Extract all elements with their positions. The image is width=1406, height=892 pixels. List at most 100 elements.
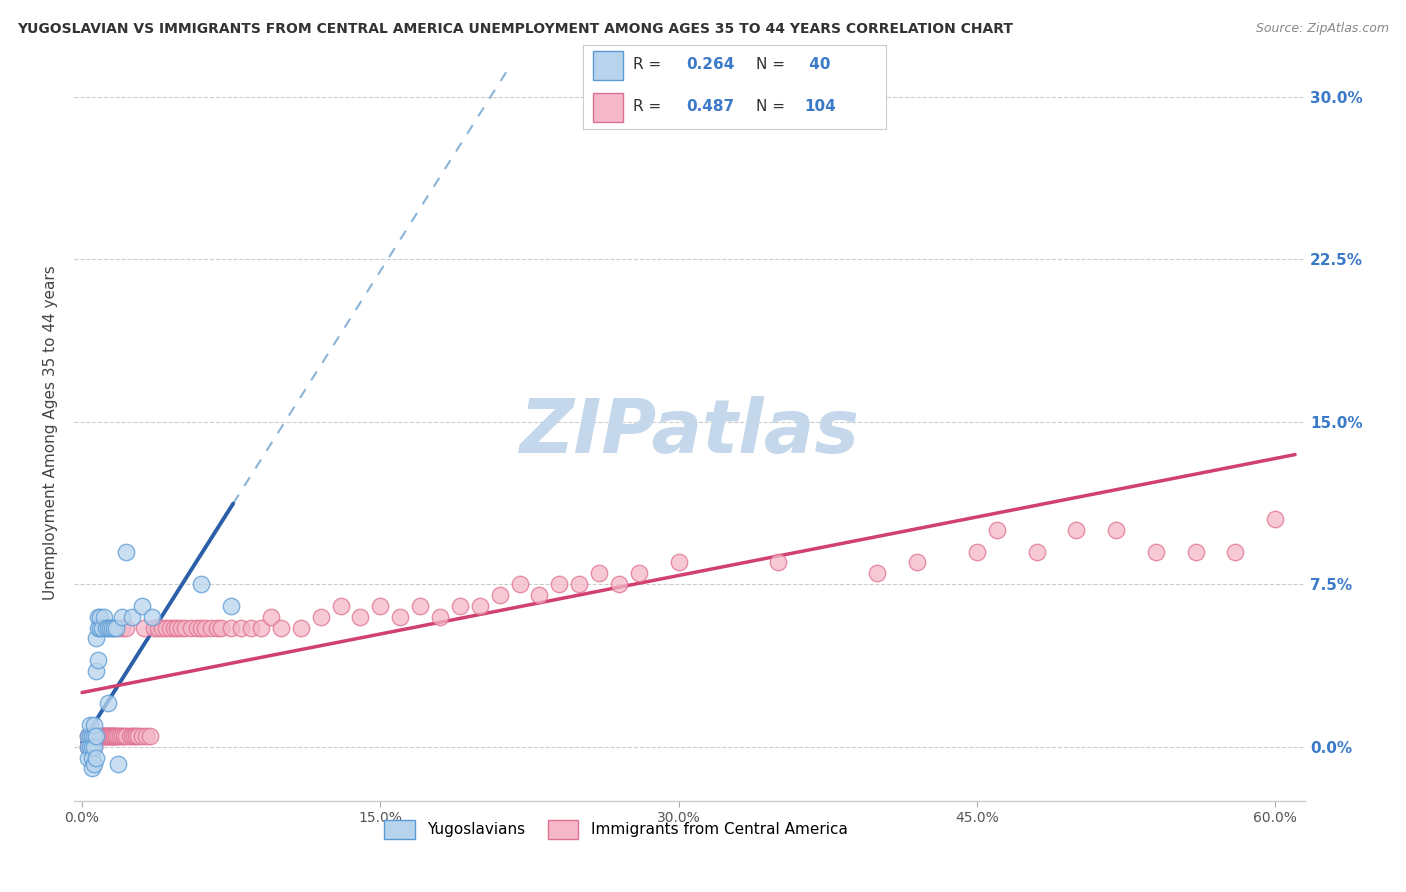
Point bbox=[200, 620, 222, 634]
Point bbox=[114, 544, 136, 558]
Text: 40: 40 bbox=[804, 57, 831, 72]
Point bbox=[125, 729, 148, 743]
Point bbox=[79, 729, 101, 743]
Text: R =: R = bbox=[633, 99, 666, 114]
Point bbox=[190, 620, 212, 634]
Point bbox=[329, 599, 352, 613]
Point bbox=[77, 739, 100, 754]
Point bbox=[207, 620, 229, 634]
Point bbox=[80, 750, 103, 764]
Point bbox=[389, 609, 412, 624]
Point bbox=[111, 609, 134, 624]
Point bbox=[89, 729, 111, 743]
Point bbox=[209, 620, 232, 634]
Point bbox=[101, 729, 124, 743]
Point bbox=[627, 566, 650, 581]
Point bbox=[370, 599, 392, 613]
Point bbox=[79, 729, 101, 743]
Text: 0.487: 0.487 bbox=[686, 99, 734, 114]
Point bbox=[190, 577, 212, 591]
Point bbox=[83, 729, 105, 743]
Text: 104: 104 bbox=[804, 99, 837, 114]
Point bbox=[90, 620, 112, 634]
Point bbox=[529, 588, 551, 602]
Point bbox=[97, 620, 120, 634]
Point bbox=[548, 577, 571, 591]
Point bbox=[83, 729, 105, 743]
Point bbox=[97, 697, 120, 711]
Point bbox=[155, 620, 177, 634]
Point bbox=[111, 620, 134, 634]
Point bbox=[607, 577, 630, 591]
Point bbox=[90, 729, 112, 743]
Point bbox=[166, 620, 188, 634]
Text: YUGOSLAVIAN VS IMMIGRANTS FROM CENTRAL AMERICA UNEMPLOYMENT AMONG AGES 35 TO 44 : YUGOSLAVIAN VS IMMIGRANTS FROM CENTRAL A… bbox=[17, 22, 1012, 37]
Point bbox=[488, 588, 510, 602]
Point bbox=[170, 620, 193, 634]
Point bbox=[84, 729, 107, 743]
Point bbox=[77, 739, 100, 754]
Point bbox=[83, 757, 105, 772]
Point bbox=[250, 620, 273, 634]
Point bbox=[103, 620, 125, 634]
Point bbox=[107, 757, 129, 772]
Point bbox=[260, 609, 283, 624]
Point bbox=[83, 739, 105, 754]
Bar bbox=[592, 93, 623, 121]
Point bbox=[180, 620, 202, 634]
Point bbox=[162, 620, 184, 634]
Point bbox=[309, 609, 332, 624]
Point bbox=[219, 620, 242, 634]
Text: N =: N = bbox=[756, 99, 790, 114]
Point bbox=[1105, 523, 1128, 537]
Point bbox=[568, 577, 591, 591]
Point bbox=[98, 620, 121, 634]
Point bbox=[84, 632, 107, 646]
Point bbox=[194, 620, 217, 634]
Point bbox=[141, 609, 163, 624]
Point bbox=[80, 729, 103, 743]
Point bbox=[98, 729, 121, 743]
Point bbox=[94, 729, 117, 743]
Point bbox=[146, 620, 169, 634]
Point bbox=[509, 577, 531, 591]
Text: 0.264: 0.264 bbox=[686, 57, 735, 72]
Point bbox=[97, 729, 120, 743]
Point bbox=[1225, 544, 1247, 558]
Point bbox=[107, 729, 129, 743]
Point bbox=[103, 729, 125, 743]
Point bbox=[111, 729, 134, 743]
Point bbox=[104, 729, 127, 743]
Point bbox=[84, 729, 107, 743]
Point bbox=[121, 729, 143, 743]
Point bbox=[240, 620, 263, 634]
Point bbox=[131, 729, 153, 743]
Point bbox=[83, 729, 105, 743]
Point bbox=[127, 729, 149, 743]
Point bbox=[1025, 544, 1047, 558]
Point bbox=[668, 556, 690, 570]
Point bbox=[132, 620, 155, 634]
Text: R =: R = bbox=[633, 57, 666, 72]
Point bbox=[468, 599, 491, 613]
Point bbox=[97, 729, 120, 743]
Text: Source: ZipAtlas.com: Source: ZipAtlas.com bbox=[1256, 22, 1389, 36]
Point bbox=[966, 544, 988, 558]
Point bbox=[84, 664, 107, 678]
Point bbox=[83, 718, 105, 732]
Point bbox=[112, 729, 135, 743]
Point bbox=[80, 729, 103, 743]
Point bbox=[101, 729, 124, 743]
Point bbox=[93, 729, 115, 743]
Point bbox=[290, 620, 312, 634]
Point bbox=[79, 718, 101, 732]
Point bbox=[93, 609, 115, 624]
Point bbox=[83, 739, 105, 754]
Point bbox=[77, 729, 100, 743]
Point bbox=[89, 729, 111, 743]
Point bbox=[986, 523, 1008, 537]
Point bbox=[77, 750, 100, 764]
Point bbox=[80, 729, 103, 743]
Text: N =: N = bbox=[756, 57, 790, 72]
Point bbox=[79, 729, 101, 743]
